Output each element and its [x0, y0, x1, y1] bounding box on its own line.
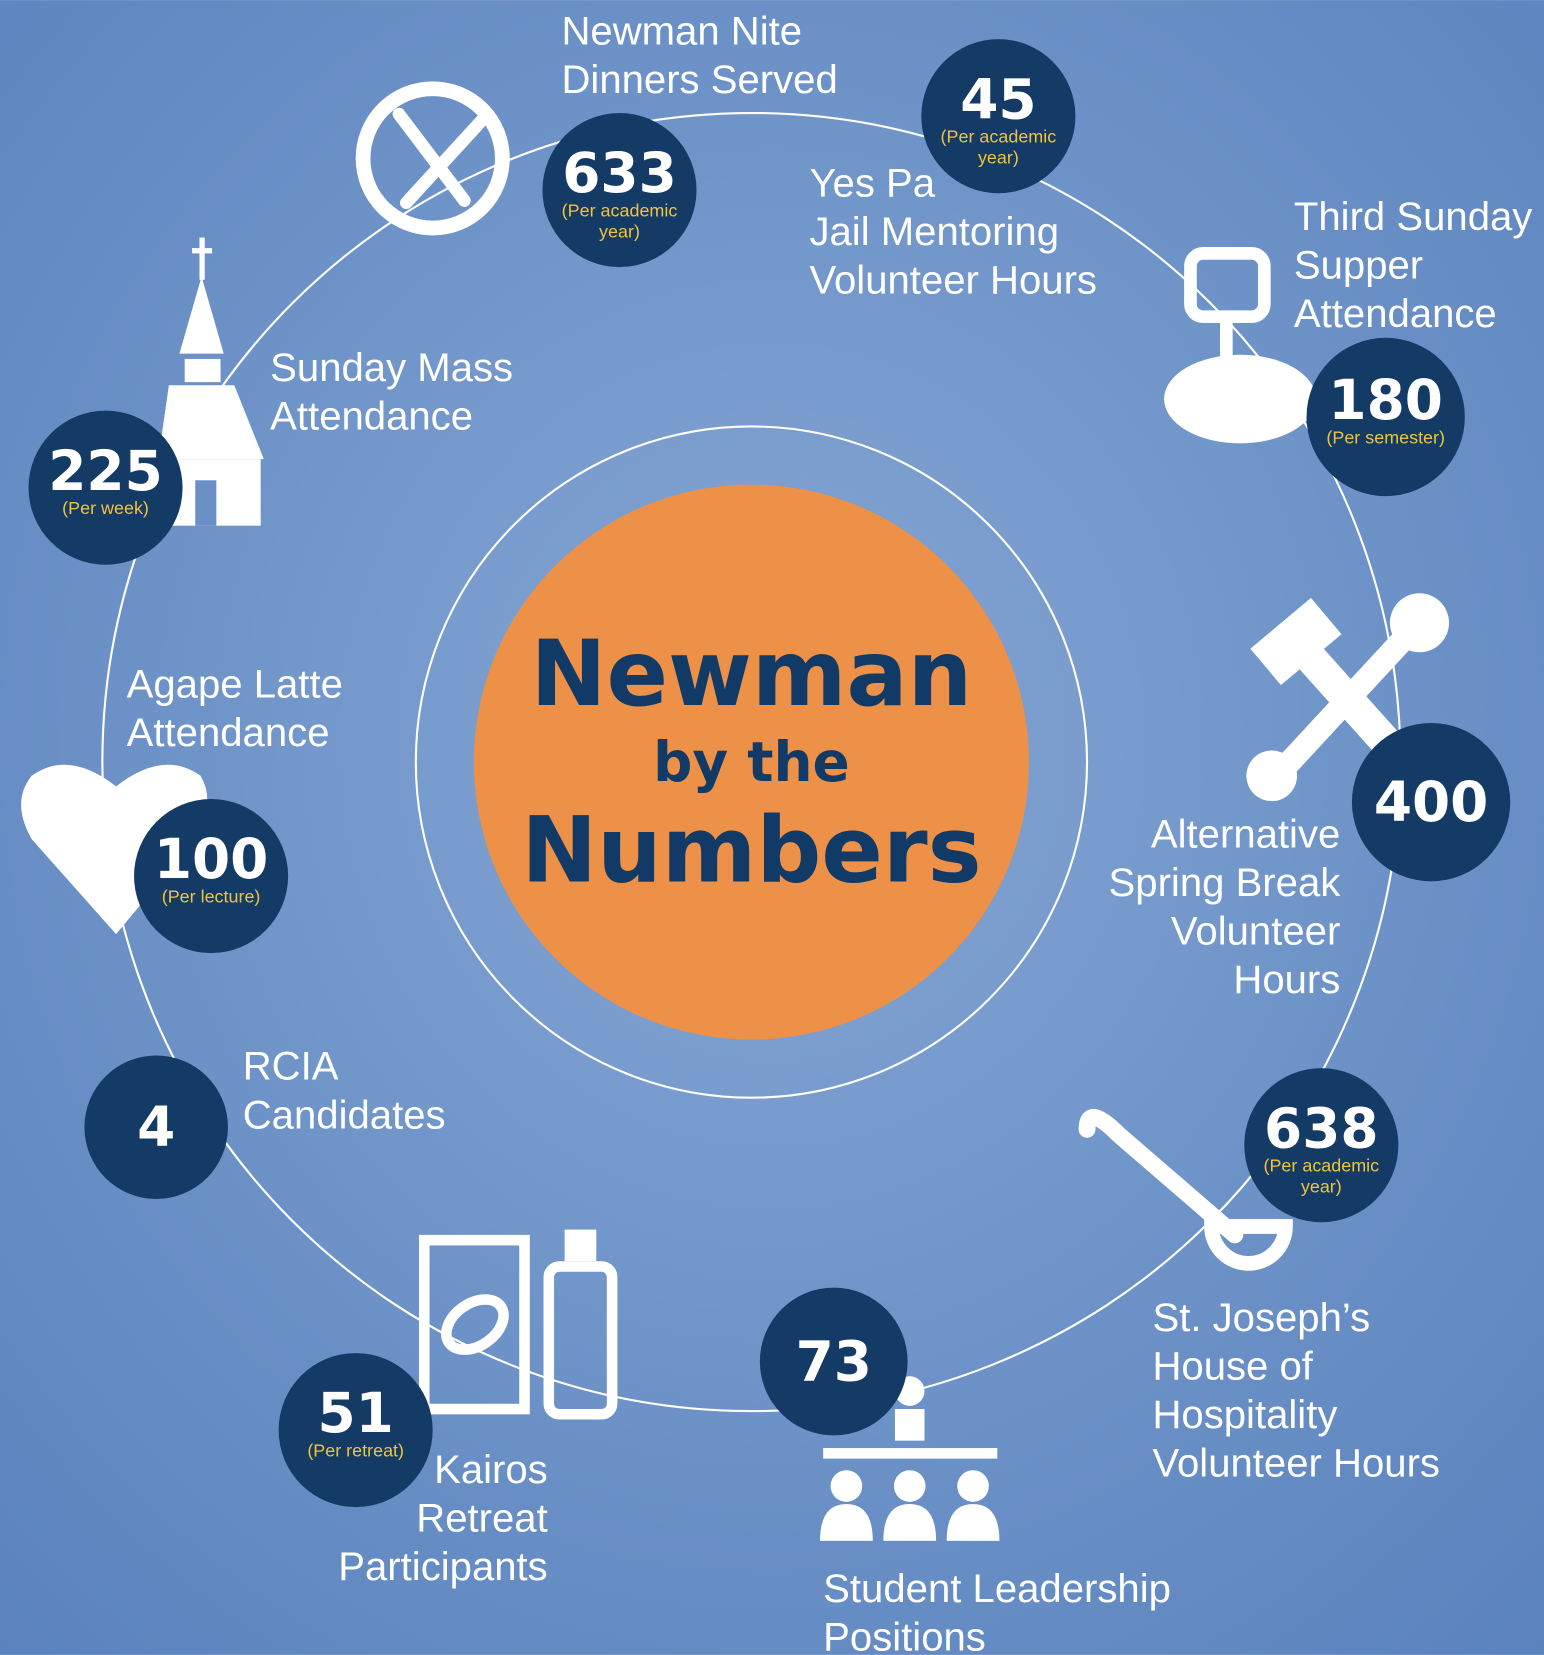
stat-label: Agape Latte	[127, 663, 343, 707]
stat-label: RCIA	[243, 1045, 339, 1089]
stat-note: (Per academic	[562, 200, 678, 220]
stat-label: St. Joseph’s	[1152, 1296, 1370, 1340]
stat-number: 400	[1374, 770, 1489, 834]
stat-label: Positions	[823, 1616, 986, 1655]
stat-number: 45	[960, 67, 1036, 131]
stat-note: (Per week)	[62, 498, 149, 518]
stat-label: Hours	[1233, 958, 1340, 1002]
stat-label: Alternative	[1151, 813, 1340, 857]
title-line: Newman	[531, 622, 973, 727]
stat-label: Attendance	[127, 711, 330, 755]
stat-label: Attendance	[1294, 292, 1497, 336]
infographic: Newman by the Numbers	[0, 0, 1544, 1655]
stat-number: 638	[1264, 1096, 1379, 1160]
stat-label: Spring Break	[1109, 861, 1342, 905]
stat-number: 180	[1328, 368, 1443, 432]
stat-label: Volunteer Hours	[809, 258, 1097, 302]
stat-label: Participants	[338, 1545, 547, 1589]
stat-label: Retreat	[416, 1496, 547, 1540]
stat-label: Supper	[1294, 244, 1423, 288]
stat-note: (Per academic	[941, 127, 1057, 147]
stat-number: 225	[48, 439, 163, 503]
stat-number: 633	[562, 141, 677, 205]
stat-label: Newman Nite	[561, 9, 802, 53]
stat-note: (Per academic	[1263, 1156, 1379, 1176]
title-line: by the	[653, 730, 850, 794]
stat-note: year)	[599, 222, 640, 242]
stat-label: House of	[1152, 1344, 1313, 1388]
stat-note: year)	[978, 148, 1019, 168]
stat-note: year)	[1301, 1177, 1342, 1197]
stat-note: (Per lecture)	[162, 886, 261, 906]
stat-note: (Per retreat)	[307, 1440, 404, 1460]
stat-label: Student Leadership	[823, 1567, 1171, 1611]
stat-label: Sunday Mass	[270, 346, 513, 390]
stat-label: Hospitality	[1152, 1393, 1337, 1437]
stat-label: Third Sunday	[1294, 195, 1532, 239]
stat-label: Volunteer Hours	[1152, 1442, 1440, 1486]
stat-note: (Per semester)	[1326, 427, 1445, 447]
stat-label: Jail Mentoring	[809, 210, 1059, 254]
stat-label: Yes Pa	[809, 161, 935, 205]
stat-label: Kairos	[434, 1448, 548, 1492]
stat-number: 4	[137, 1095, 175, 1159]
stat-number: 100	[154, 827, 269, 891]
stat-label: Attendance	[270, 395, 473, 439]
stat-number: 51	[317, 1381, 393, 1445]
stat-number: 73	[796, 1330, 872, 1394]
stat-label: Dinners Served	[561, 58, 837, 102]
stat-label: Candidates	[243, 1093, 446, 1137]
stat-label: Volunteer	[1171, 910, 1340, 954]
title-line: Numbers	[521, 798, 981, 903]
